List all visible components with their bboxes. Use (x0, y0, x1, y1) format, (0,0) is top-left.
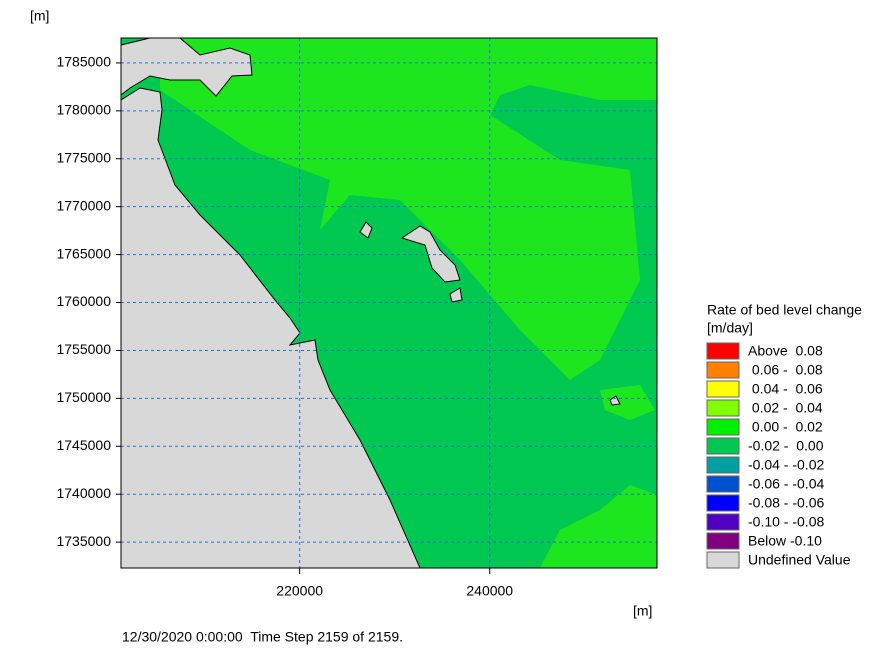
y-tick-label: 1780000 (56, 102, 111, 118)
legend-swatch (706, 532, 740, 550)
legend-label: -0.08 - -0.06 (748, 495, 824, 511)
legend-swatch (706, 361, 740, 379)
island (609, 395, 621, 406)
legend-label: Above 0.08 (748, 343, 823, 359)
legend-swatch (706, 456, 740, 474)
legend-label: 0.00 - 0.02 (748, 419, 823, 435)
land (121, 38, 253, 97)
legend-swatch (706, 551, 740, 569)
bright-zone (540, 485, 657, 568)
bright-zone (160, 38, 657, 380)
bright-zone (600, 385, 655, 420)
y-tick-label: 1785000 (56, 54, 111, 70)
y-tick-label: 1750000 (56, 389, 111, 405)
legend-unit: [m/day] (707, 320, 753, 336)
status-text: 12/30/2020 0:00:00 Time Step 2159 of 215… (122, 629, 403, 645)
x-tick-label: 220000 (276, 583, 323, 599)
legend-label: -0.10 - -0.08 (748, 514, 824, 530)
legend-swatch (706, 494, 740, 512)
y-tick-label: 1775000 (56, 149, 111, 165)
legend-swatch (706, 380, 740, 398)
y-tick-label: 1745000 (56, 437, 111, 453)
legend-swatch (706, 437, 740, 455)
x-tick-label: 240000 (466, 583, 513, 599)
legend-label: Below -0.10 (748, 533, 822, 549)
y-tick-label: 1755000 (56, 341, 111, 357)
y-tick-label: 1770000 (56, 197, 111, 213)
legend-title: Rate of bed level change (707, 302, 862, 318)
legend: Above 0.08 0.06 - 0.08 0.04 - 0.06 0.02 … (706, 342, 851, 569)
island (400, 225, 461, 283)
legend-swatch (706, 418, 740, 436)
legend-label: 0.06 - 0.08 (748, 362, 823, 378)
y-unit-label: [m] (30, 8, 49, 24)
legend-label: Undefined Value (748, 552, 851, 568)
y-tick-label: 1760000 (56, 293, 111, 309)
legend-label: 0.04 - 0.06 (748, 381, 823, 397)
land (121, 87, 421, 568)
island (359, 221, 373, 239)
legend-swatch (706, 513, 740, 531)
axes: 1735000 1740000 1745000 1750000 1755000 17600… (56, 38, 657, 599)
legend-swatch (706, 399, 740, 417)
island (449, 287, 463, 303)
legend-swatch (706, 475, 740, 493)
legend-label: -0.04 - -0.02 (748, 457, 824, 473)
y-tick-label: 1735000 (56, 533, 111, 549)
plot-frame (120, 37, 658, 569)
legend-label: -0.06 - -0.04 (748, 476, 824, 492)
legend-label: -0.02 - 0.00 (748, 438, 824, 454)
y-tick-label: 1765000 (56, 245, 111, 261)
legend-label: 0.02 - 0.04 (748, 400, 823, 416)
legend-swatch (706, 342, 740, 360)
y-tick-label: 1740000 (56, 485, 111, 501)
x-unit-label: [m] (633, 603, 652, 619)
